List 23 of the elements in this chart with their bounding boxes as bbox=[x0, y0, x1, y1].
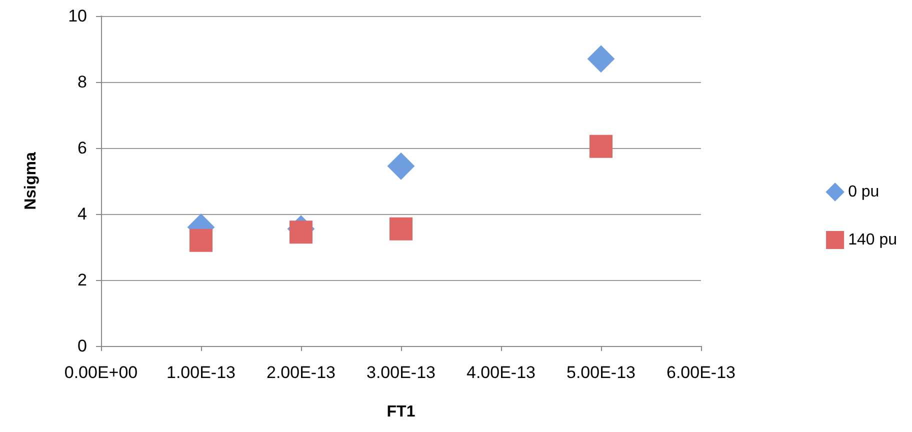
point bbox=[588, 45, 614, 72]
y-tick-label: 0 bbox=[78, 336, 87, 356]
point bbox=[390, 217, 412, 240]
point bbox=[388, 152, 414, 180]
x-tick-label: 2.00E-13 bbox=[266, 363, 336, 382]
x-tick-label: 5.00E-13 bbox=[566, 363, 636, 382]
x-tick-label: 1.00E-13 bbox=[166, 363, 236, 382]
point bbox=[190, 228, 212, 252]
x-tick-label: 6.00E-13 bbox=[666, 363, 736, 382]
point bbox=[590, 134, 612, 158]
x-tick-label: 0.00E+00 bbox=[64, 363, 138, 382]
x-tick-label: 4.00E-13 bbox=[466, 363, 536, 382]
y-tick-label: 2 bbox=[78, 270, 87, 290]
y-tick-label: 4 bbox=[78, 204, 87, 224]
y-tick-label: 10 bbox=[68, 6, 87, 26]
y-tick-label: 8 bbox=[78, 72, 87, 92]
x-tick-label: 3.00E-13 bbox=[366, 363, 436, 382]
point bbox=[290, 220, 312, 244]
legend-label: 140 pu bbox=[848, 232, 897, 248]
y-axis-title: Nsigma bbox=[22, 152, 40, 210]
y-tick-label: 6 bbox=[78, 138, 87, 158]
legend-label: 0 pu bbox=[848, 184, 880, 200]
x-axis-title: FT1 bbox=[386, 404, 416, 420]
